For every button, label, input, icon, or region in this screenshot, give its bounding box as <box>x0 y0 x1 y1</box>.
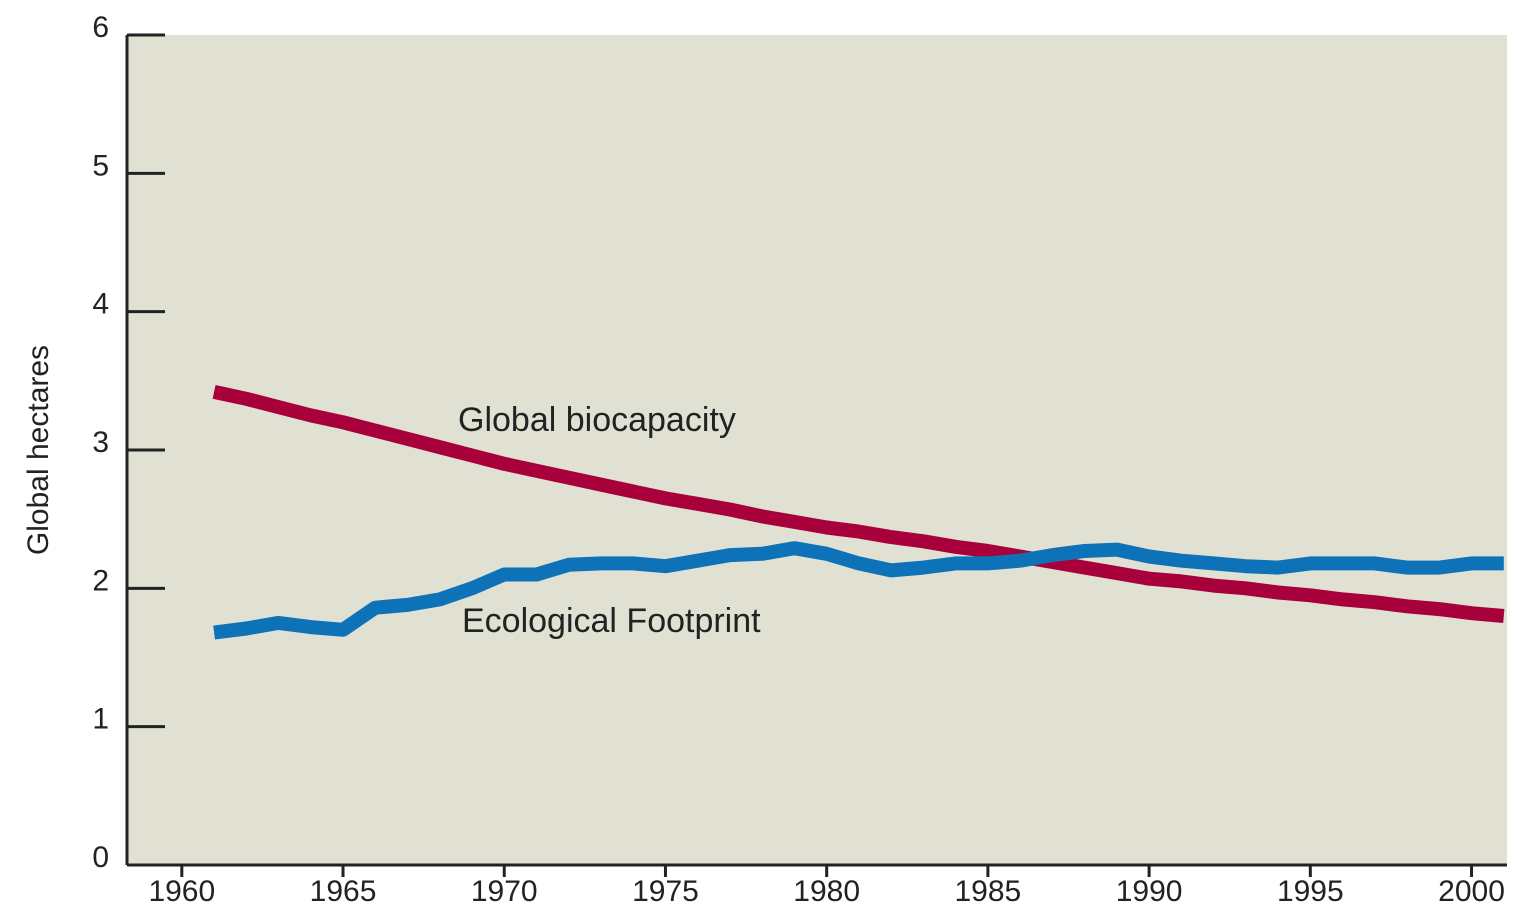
x-tick-label: 1975 <box>632 875 699 908</box>
y-axis-label: Global hectares <box>22 345 55 555</box>
series-line <box>213 541 1504 640</box>
x-tick-label: 1965 <box>310 875 377 908</box>
y-tick-label: 1 <box>92 703 109 736</box>
x-tick-label: 2000 <box>1438 875 1505 908</box>
series-line <box>212 385 1505 623</box>
x-tick-label: 1970 <box>471 875 538 908</box>
x-tick-label: 1985 <box>955 875 1022 908</box>
x-tick-label: 1995 <box>1277 875 1344 908</box>
series-label: Global biocapacity <box>458 401 736 439</box>
x-tick-label: 1990 <box>1116 875 1183 908</box>
plot-area <box>127 35 1507 865</box>
y-tick-label: 6 <box>92 11 109 44</box>
series-label: Ecological Footprint <box>462 602 761 640</box>
y-tick-label: 3 <box>92 426 109 459</box>
y-tick-label: 5 <box>92 149 109 182</box>
x-tick-label: 1960 <box>148 875 215 908</box>
y-tick-label: 0 <box>92 841 109 874</box>
y-tick-label: 4 <box>92 288 109 321</box>
x-tick-label: 1980 <box>793 875 860 908</box>
y-tick-label: 2 <box>92 564 109 597</box>
